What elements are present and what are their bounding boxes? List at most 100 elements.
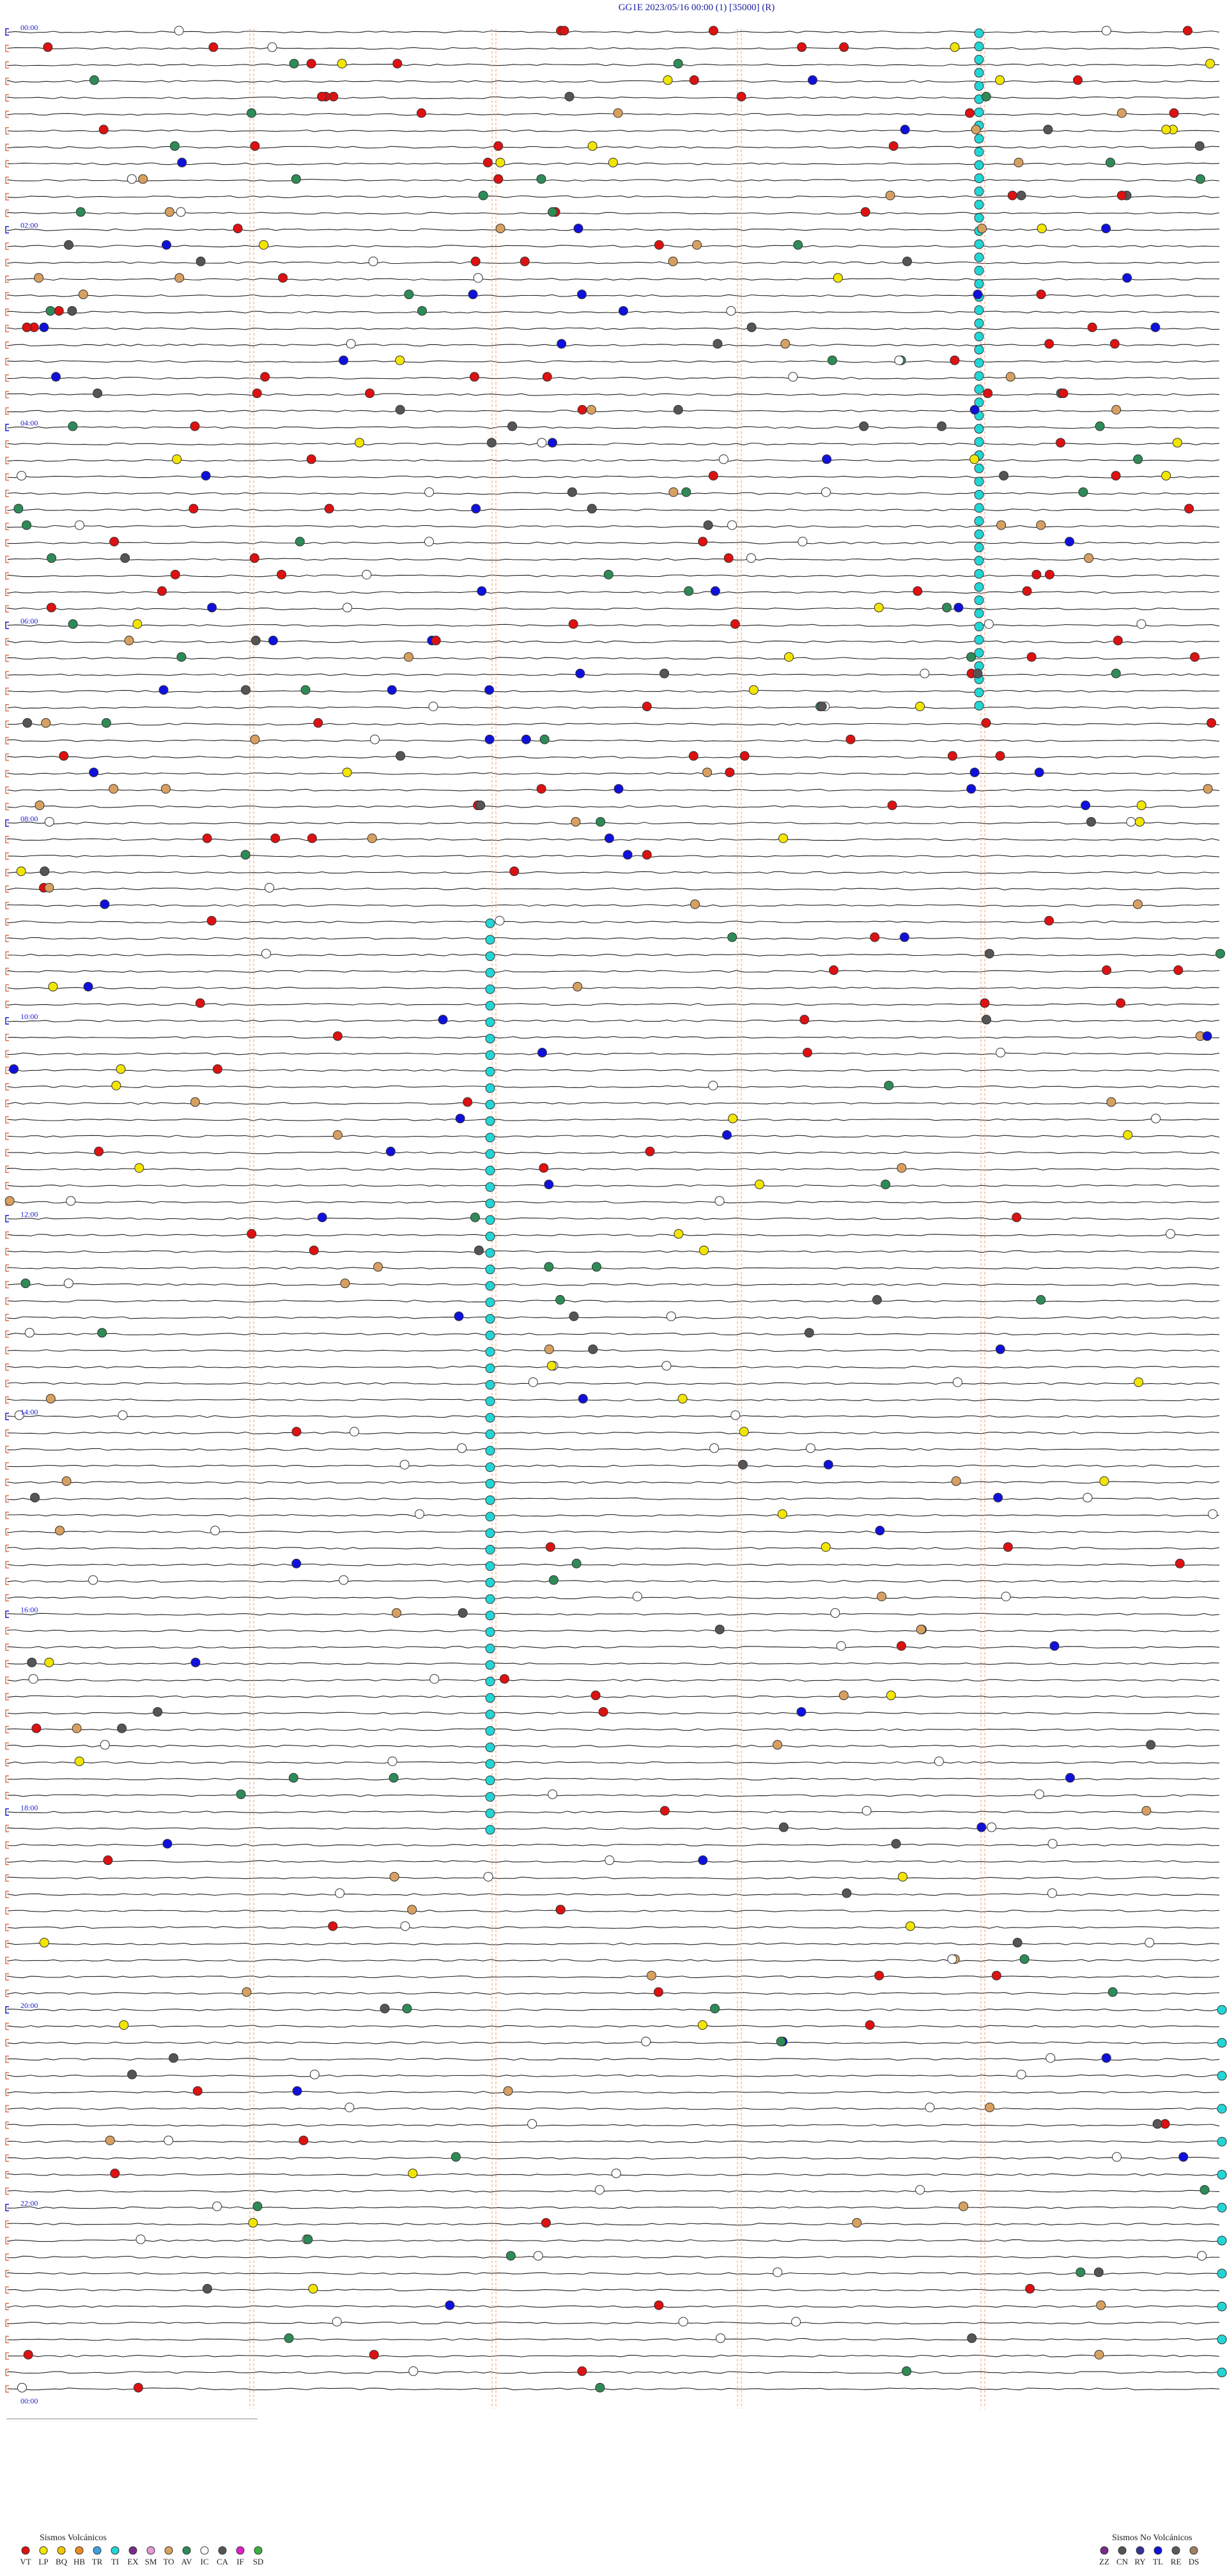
trace bbox=[7, 2255, 1220, 2258]
event-marker bbox=[387, 1756, 397, 1767]
row-tick bbox=[5, 2154, 9, 2162]
event-marker bbox=[594, 2185, 605, 2195]
event-marker bbox=[974, 305, 984, 315]
event-marker bbox=[1178, 2152, 1189, 2162]
event-marker bbox=[485, 1034, 495, 1044]
event-marker bbox=[170, 569, 180, 579]
event-marker bbox=[303, 2234, 313, 2244]
event-marker bbox=[974, 463, 984, 473]
event-marker bbox=[40, 866, 50, 877]
row-tick bbox=[5, 1066, 9, 1075]
event-marker bbox=[950, 355, 960, 365]
hour-label: 22:00 bbox=[20, 2198, 38, 2207]
event-marker bbox=[509, 866, 520, 877]
event-marker bbox=[673, 59, 683, 69]
event-marker bbox=[1195, 174, 1205, 184]
event-marker bbox=[22, 322, 32, 332]
trace bbox=[7, 1266, 1220, 1269]
event-marker bbox=[309, 2069, 320, 2080]
event-marker bbox=[536, 174, 546, 184]
event-marker bbox=[1044, 339, 1054, 349]
legend-swatch bbox=[93, 2546, 102, 2555]
event-marker bbox=[1116, 108, 1127, 118]
event-marker bbox=[485, 1495, 495, 1505]
row-tick bbox=[5, 819, 9, 827]
event-marker bbox=[588, 1344, 598, 1354]
trace bbox=[7, 904, 1220, 907]
event-marker bbox=[1113, 636, 1123, 646]
event-marker bbox=[1126, 816, 1136, 827]
trace bbox=[7, 1761, 1220, 1764]
event-marker bbox=[485, 1693, 495, 1703]
event-marker bbox=[1161, 125, 1171, 135]
event-marker bbox=[83, 981, 93, 992]
event-marker bbox=[568, 619, 578, 629]
row-tick bbox=[5, 1874, 9, 1882]
event-marker bbox=[1136, 619, 1146, 629]
event-marker bbox=[1217, 2367, 1227, 2377]
event-marker bbox=[68, 619, 78, 629]
event-marker bbox=[673, 404, 683, 415]
trace bbox=[7, 1234, 1220, 1237]
event-marker bbox=[485, 1264, 495, 1275]
trace bbox=[7, 146, 1220, 149]
event-marker bbox=[645, 1146, 655, 1156]
event-marker bbox=[542, 372, 552, 382]
event-marker bbox=[995, 751, 1005, 761]
event-marker bbox=[969, 767, 980, 778]
trace bbox=[7, 1151, 1220, 1154]
trace bbox=[7, 772, 1220, 775]
event-marker bbox=[295, 537, 305, 547]
event-marker bbox=[1207, 718, 1217, 728]
event-marker bbox=[117, 1723, 127, 1733]
row-tick bbox=[5, 1692, 9, 1701]
trace bbox=[7, 640, 1219, 643]
row-tick bbox=[5, 1165, 9, 1173]
event-marker bbox=[654, 240, 664, 250]
event-marker bbox=[1043, 125, 1053, 135]
row-tick bbox=[5, 1825, 9, 1832]
hour-label: 12:00 bbox=[20, 1210, 38, 1219]
event-marker bbox=[573, 981, 583, 992]
row-tick bbox=[5, 1956, 9, 1965]
row-tick bbox=[5, 638, 9, 646]
legend-code: SD bbox=[253, 2557, 264, 2566]
event-marker bbox=[1136, 801, 1146, 811]
event-marker bbox=[34, 273, 44, 283]
event-marker bbox=[485, 1577, 495, 1588]
event-marker bbox=[250, 734, 260, 744]
event-marker bbox=[1111, 2152, 1122, 2162]
event-marker bbox=[587, 503, 597, 514]
event-marker bbox=[24, 1328, 35, 1338]
row-tick bbox=[5, 2204, 9, 2212]
event-marker bbox=[340, 1278, 350, 1289]
event-marker bbox=[1026, 652, 1037, 662]
event-marker bbox=[291, 1427, 302, 1437]
trace bbox=[7, 2041, 1220, 2044]
row-tick bbox=[5, 1890, 9, 1898]
event-marker bbox=[822, 454, 832, 464]
event-marker bbox=[478, 190, 488, 201]
trace bbox=[7, 492, 1220, 495]
event-marker bbox=[68, 421, 78, 431]
event-marker bbox=[567, 487, 577, 497]
event-marker bbox=[852, 2218, 862, 2228]
event-marker bbox=[471, 503, 481, 514]
event-marker bbox=[984, 949, 994, 959]
event-marker bbox=[233, 224, 243, 234]
event-marker bbox=[212, 1064, 222, 1074]
event-marker bbox=[541, 2218, 551, 2228]
event-marker bbox=[974, 266, 984, 275]
event-marker bbox=[728, 1114, 738, 1124]
event-marker bbox=[455, 1114, 465, 1124]
row-tick bbox=[5, 918, 9, 926]
event-marker bbox=[392, 59, 403, 69]
event-marker bbox=[590, 1690, 601, 1701]
event-marker bbox=[277, 569, 287, 579]
event-marker bbox=[370, 734, 380, 744]
row-tick bbox=[5, 242, 9, 250]
event-marker bbox=[485, 1791, 495, 1802]
event-marker bbox=[98, 125, 109, 135]
event-marker bbox=[470, 1213, 480, 1222]
event-marker bbox=[668, 487, 679, 497]
